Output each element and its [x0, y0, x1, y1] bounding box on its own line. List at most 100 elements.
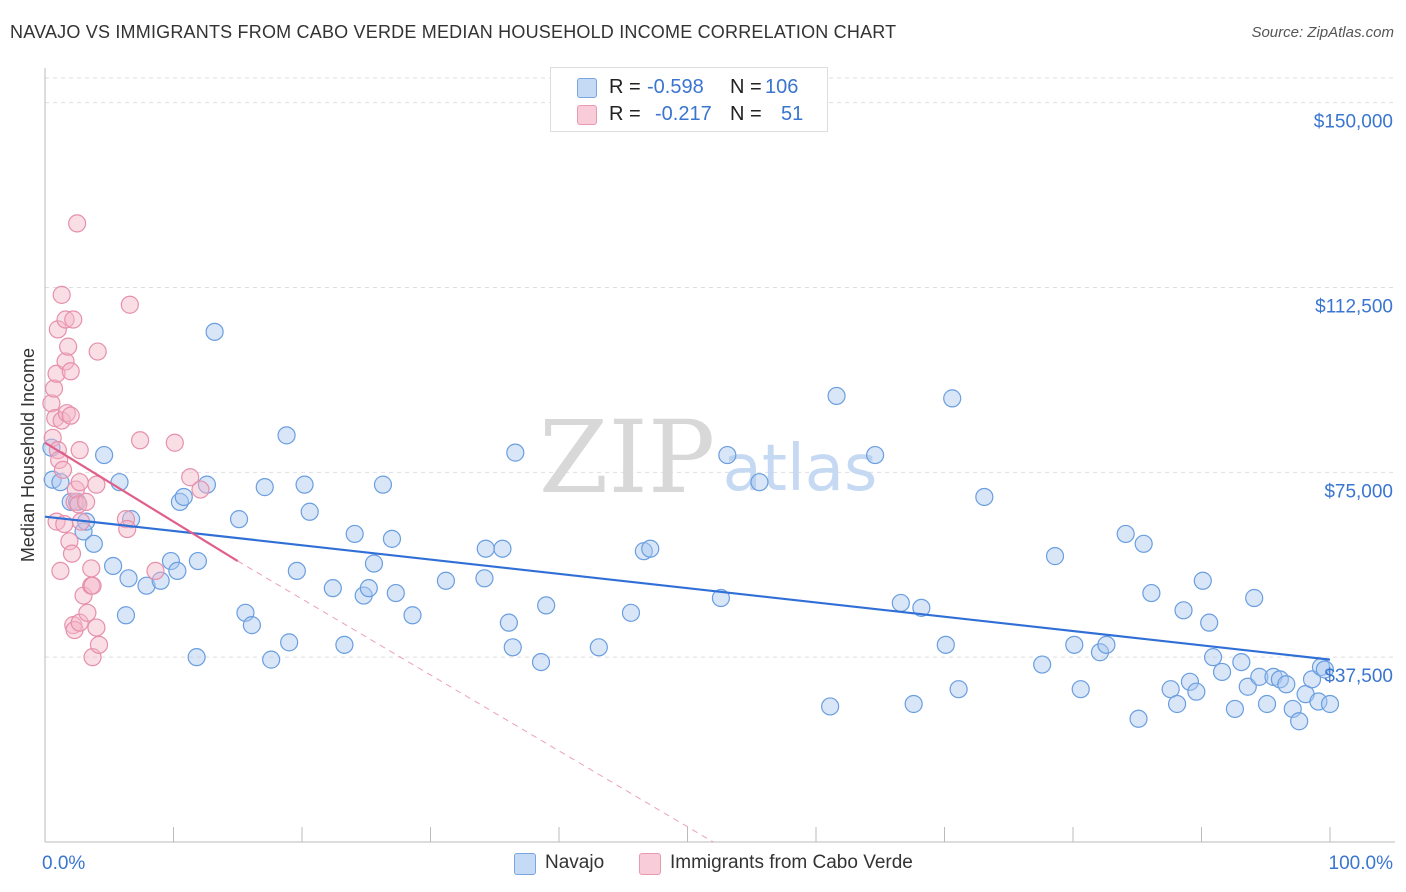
- navajo-point: [280, 633, 299, 652]
- navajo-point: [493, 539, 512, 558]
- navajo-point: [255, 478, 274, 497]
- legend-n-label: N =: [730, 103, 762, 125]
- legend-r-value: -0.598: [647, 76, 704, 98]
- axis-labels: $37,500 $75,000 $112,500 $150,000 0.0% 100.0%…: [18, 112, 1393, 874]
- navajo-point: [205, 322, 224, 341]
- cabo-verde-point: [64, 310, 83, 329]
- cabo-verde-point: [52, 285, 71, 304]
- cabo-verde-point: [53, 460, 73, 479]
- navajo-point: [1071, 680, 1090, 699]
- y-tick-label: $150,000: [1314, 112, 1393, 133]
- cabo-verde-point: [61, 406, 80, 425]
- chart-title: NAVAJO VS IMMIGRANTS FROM CABO VERDE MED…: [10, 22, 897, 42]
- y-axis-title: Median Household Income: [18, 348, 38, 562]
- legend-n-label: N =: [730, 76, 762, 98]
- navajo-point: [1309, 692, 1328, 711]
- navajo-point: [242, 616, 261, 635]
- navajo-point: [1238, 677, 1257, 696]
- navajo-point: [1090, 643, 1110, 662]
- legend-r-label: R =: [609, 76, 641, 98]
- navajo-point: [187, 648, 206, 667]
- cabo-verde-point: [61, 362, 80, 381]
- cabo-verde-point: [77, 492, 96, 511]
- navajo-point: [345, 524, 364, 544]
- navajo-point: [537, 596, 556, 615]
- navajo-point: [503, 638, 522, 657]
- cabo-verde-point: [56, 310, 75, 329]
- navajo-point: [1245, 588, 1264, 608]
- cabo-verde-point: [82, 559, 101, 578]
- navajo-point: [137, 576, 156, 595]
- cabo-verde-point: [51, 561, 70, 581]
- cabo-verde-point: [130, 431, 150, 450]
- correlation-legend: R = -0.598 N = 106 R = -0.217 N = 51: [550, 67, 828, 132]
- navajo-point: [403, 606, 422, 625]
- navajo-point: [1174, 601, 1193, 620]
- watermark-zip: ZIP: [539, 399, 715, 516]
- cabo-verde-point: [68, 214, 87, 233]
- navajo-point: [589, 638, 608, 657]
- cabo-verde-point: [78, 603, 97, 622]
- navajo-point: [949, 680, 968, 699]
- navajo-point: [1116, 524, 1135, 544]
- cabo-verde-point: [87, 475, 106, 494]
- navajo-point: [359, 579, 378, 598]
- cabo-verde-point: [44, 379, 64, 398]
- navajo-point: [1045, 547, 1065, 566]
- legend-r-label: R =: [609, 103, 641, 125]
- navajo-point: [373, 475, 393, 494]
- cabo-verde-point: [89, 635, 109, 654]
- navajo-point: [104, 556, 123, 576]
- navajo-point: [1134, 534, 1153, 553]
- navajo-point: [1302, 670, 1322, 689]
- navajo-point: [382, 529, 402, 548]
- navajo-point: [229, 510, 249, 529]
- navajo-point: [287, 561, 306, 581]
- bottom-legend-swatch-cabo-verde: [639, 853, 661, 875]
- navajo-point: [1097, 635, 1116, 654]
- legend-r-value: -0.217: [655, 103, 712, 125]
- navajo-trend-line: [44, 515, 1331, 661]
- navajo-point: [531, 652, 551, 672]
- y-tick-label: $75,000: [1324, 481, 1393, 502]
- navajo-point: [827, 386, 846, 406]
- navajo-point: [1212, 662, 1232, 682]
- navajo-point: [499, 613, 518, 632]
- navajo-point: [1180, 672, 1200, 691]
- cabo-verde-point: [191, 480, 210, 499]
- cabo-verde-point: [70, 613, 89, 632]
- navajo-point: [295, 475, 314, 494]
- navajo-point: [151, 571, 170, 590]
- y-tick-label: $37,500: [1324, 666, 1393, 687]
- navajo-point: [936, 635, 955, 654]
- cabo-verde-trend-extension: [237, 560, 714, 843]
- navajo-point: [1277, 675, 1296, 694]
- navajo-point: [904, 694, 923, 714]
- navajo-point: [1225, 699, 1245, 719]
- axes: [44, 68, 1395, 843]
- bottom-legend-label-navajo: Navajo: [545, 852, 605, 873]
- navajo-point: [277, 426, 296, 445]
- navajo-point: [1129, 709, 1148, 728]
- grid-lines: [45, 77, 1395, 658]
- navajo-point: [750, 473, 769, 492]
- navajo-point: [1167, 694, 1187, 714]
- navajo-point: [1250, 667, 1269, 686]
- watermark: ZIP atlas: [539, 399, 877, 516]
- navajo-point: [84, 534, 103, 553]
- cabo-verde-points: [42, 214, 210, 667]
- bottom-legend-label-cabo-verde: Immigrants from Cabo Verde: [670, 852, 913, 873]
- bottom-legend-swatch-navajo: [514, 853, 536, 875]
- navajo-point: [718, 445, 737, 465]
- navajo-point: [436, 571, 456, 590]
- navajo-point: [1065, 635, 1084, 654]
- x-tick-label: 100.0%: [1329, 853, 1394, 874]
- navajo-point: [1290, 712, 1309, 731]
- cabo-verde-point: [42, 394, 61, 413]
- navajo-point: [476, 539, 495, 558]
- navajo-point: [506, 443, 525, 462]
- navajo-point: [1033, 655, 1052, 674]
- cabo-verde-point: [88, 342, 107, 361]
- navajo-point: [95, 445, 114, 465]
